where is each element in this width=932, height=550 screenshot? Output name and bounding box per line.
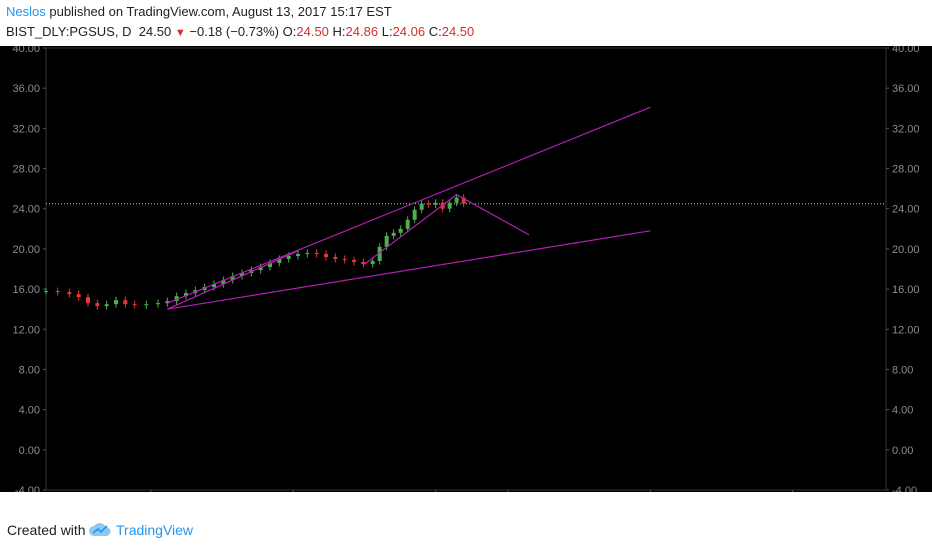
y-tick-label-left: 20.00 bbox=[12, 244, 40, 256]
candle-body bbox=[104, 304, 109, 307]
y-tick-label-left: 4.00 bbox=[19, 405, 40, 417]
down-triangle-icon: ▼ bbox=[174, 27, 186, 39]
candle-body bbox=[461, 197, 466, 204]
y-tick-label-left: 24.00 bbox=[12, 204, 40, 216]
candle-body bbox=[123, 300, 128, 305]
candle-body bbox=[305, 252, 310, 254]
author-link[interactable]: Neslos bbox=[6, 4, 46, 19]
y-tick-label-right: 4.00 bbox=[892, 405, 913, 417]
candle-body bbox=[405, 219, 410, 229]
y-tick-label-right: 24.00 bbox=[892, 204, 920, 216]
candle-body bbox=[342, 258, 347, 260]
candle-body bbox=[377, 246, 382, 261]
candle-body bbox=[419, 203, 424, 210]
y-tick-label-right: 12.00 bbox=[892, 324, 920, 336]
candle-body bbox=[132, 304, 137, 306]
candle-body bbox=[296, 253, 300, 256]
candle-body bbox=[184, 293, 188, 297]
y-tick-label-left: 40.00 bbox=[12, 46, 40, 55]
candle-body bbox=[114, 300, 118, 305]
candle-body bbox=[221, 280, 226, 285]
candle-body bbox=[454, 197, 459, 203]
publish-text: published on TradingView.com, August 13,… bbox=[45, 4, 392, 19]
plot-frame bbox=[45, 47, 887, 491]
low-label: L: bbox=[381, 24, 393, 39]
candle-body bbox=[86, 297, 90, 304]
candle-body bbox=[391, 232, 396, 236]
candle-body bbox=[76, 294, 81, 298]
trendline-upper-channel bbox=[167, 106, 651, 304]
close-value: 24.50 bbox=[441, 24, 475, 39]
tradingview-cloud-icon[interactable] bbox=[88, 521, 112, 544]
candle-body bbox=[268, 262, 272, 267]
candle-body bbox=[230, 276, 235, 281]
candle-body bbox=[433, 202, 438, 205]
candle-body bbox=[144, 304, 149, 306]
candle-body bbox=[240, 273, 244, 277]
candle-body bbox=[412, 209, 417, 220]
candle-body bbox=[55, 291, 60, 293]
y-tick-label-left: 0.00 bbox=[19, 445, 40, 457]
candle-body bbox=[426, 203, 431, 205]
low-value: 24.06 bbox=[392, 24, 426, 39]
y-tick-label-right: 20.00 bbox=[892, 244, 920, 256]
y-tick-label-right: 40.00 bbox=[892, 46, 920, 55]
tradingview-brand-link[interactable]: TradingView bbox=[116, 522, 194, 538]
symbol-label[interactable]: BIST_DLY:PGSUS, D bbox=[6, 24, 132, 39]
candle-body bbox=[67, 292, 72, 295]
candle-body bbox=[44, 291, 48, 293]
candle-body bbox=[277, 258, 282, 263]
trendline-rally-leg bbox=[362, 194, 458, 266]
y-tick-label-right: 16.00 bbox=[892, 284, 920, 296]
trendline-rising-wedge-left bbox=[167, 250, 299, 310]
y-tick-label-left: 16.00 bbox=[12, 284, 40, 296]
candle-body bbox=[212, 284, 216, 288]
high-value: 24.86 bbox=[345, 24, 379, 39]
created-with-text: Created with bbox=[7, 522, 86, 538]
open-value: 24.50 bbox=[296, 24, 329, 39]
y-tick-label-left: 36.00 bbox=[12, 83, 40, 95]
y-tick-label-right: 32.00 bbox=[892, 123, 920, 135]
y-tick-label-left: 32.00 bbox=[12, 123, 40, 135]
y-tick-label-right: 0.00 bbox=[892, 445, 913, 457]
candle-body bbox=[398, 228, 403, 233]
candle-body bbox=[447, 202, 452, 209]
y-tick-label-right: -4.00 bbox=[892, 485, 917, 492]
candle-body bbox=[370, 260, 375, 264]
candle-body bbox=[258, 266, 263, 271]
trendline-lower-channel bbox=[167, 230, 651, 310]
publish-info: Neslos published on TradingView.com, Aug… bbox=[6, 4, 392, 19]
y-tick-label-left: 28.00 bbox=[12, 164, 40, 176]
chart-background bbox=[0, 46, 932, 492]
ohlc-legend: BIST_DLY:PGSUS, D 24.50 ▼ −0.18 (−0.73%)… bbox=[6, 24, 474, 39]
candle-body bbox=[384, 235, 389, 247]
y-tick-label-right: 28.00 bbox=[892, 164, 920, 176]
last-price: 24.50 bbox=[138, 24, 172, 39]
high-label: H: bbox=[332, 24, 346, 39]
candle-body bbox=[156, 303, 160, 305]
candle-body bbox=[324, 253, 328, 257]
open-label: O: bbox=[282, 24, 297, 39]
price-chart[interactable]: 40.00 40.00 36.00 36.00 32.00 32.00 28.00 28.00… bbox=[0, 43, 932, 508]
chart-header: Neslos published on TradingView.com, Aug… bbox=[0, 0, 932, 46]
candle-body bbox=[333, 256, 338, 259]
y-tick-label-left: 8.00 bbox=[19, 364, 40, 376]
candle-body bbox=[174, 296, 179, 302]
y-tick-label-left: -4.00 bbox=[15, 485, 40, 492]
y-tick-label-right: 8.00 bbox=[892, 364, 913, 376]
candle-body bbox=[361, 261, 366, 264]
trendline-projection-down bbox=[456, 194, 530, 236]
price-change: −0.18 (−0.73%) bbox=[189, 24, 280, 39]
y-tick-label-right: 36.00 bbox=[892, 83, 920, 95]
footer: Created with TradingView bbox=[0, 510, 932, 550]
candle-body bbox=[314, 252, 319, 254]
y-tick-label-left: 12.00 bbox=[12, 324, 40, 336]
candle-body bbox=[286, 255, 291, 259]
chart-area[interactable]: 40.00 40.00 36.00 36.00 32.00 32.00 28.00 28.00… bbox=[0, 43, 932, 508]
candle-body bbox=[352, 259, 356, 262]
close-label: C: bbox=[428, 24, 442, 39]
candle-body bbox=[95, 303, 100, 307]
candle-body bbox=[165, 301, 170, 304]
